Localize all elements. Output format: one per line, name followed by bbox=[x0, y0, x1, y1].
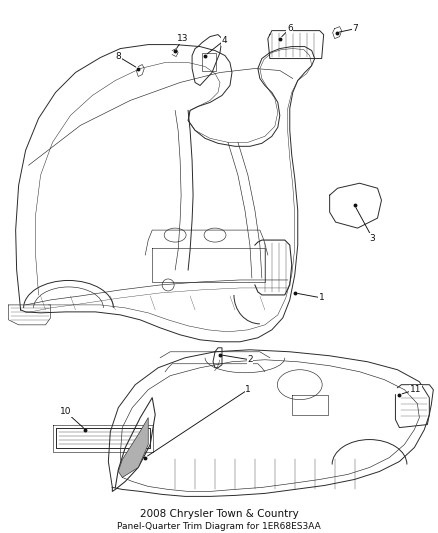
Text: 13: 13 bbox=[177, 34, 189, 43]
Text: Panel-Quarter Trim Diagram for 1ER68ES3AA: Panel-Quarter Trim Diagram for 1ER68ES3A… bbox=[117, 522, 321, 531]
Text: 6: 6 bbox=[287, 24, 293, 33]
Text: 7: 7 bbox=[353, 24, 358, 33]
Text: 1: 1 bbox=[319, 294, 325, 302]
Text: 3: 3 bbox=[370, 233, 375, 243]
Text: 11: 11 bbox=[410, 385, 421, 394]
Bar bbox=[202, 53, 216, 70]
Text: 2: 2 bbox=[247, 356, 253, 364]
Text: 1: 1 bbox=[245, 385, 251, 394]
Polygon shape bbox=[118, 417, 148, 478]
Text: 2008 Chrysler Town & Country: 2008 Chrysler Town & Country bbox=[140, 510, 298, 519]
Text: 4: 4 bbox=[221, 36, 227, 45]
Text: 10: 10 bbox=[60, 407, 71, 416]
Text: 8: 8 bbox=[116, 52, 121, 61]
